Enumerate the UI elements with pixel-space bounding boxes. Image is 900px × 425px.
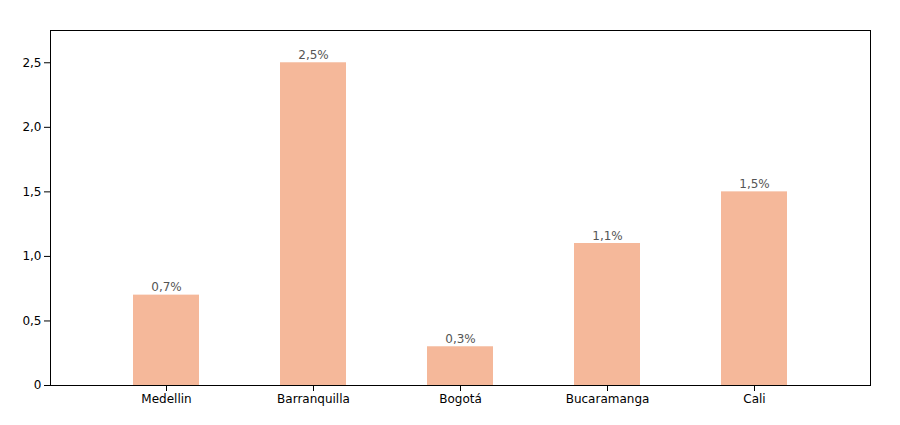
svg-text:0,5: 0,5 xyxy=(22,314,41,328)
svg-text:Bucaramanga: Bucaramanga xyxy=(566,392,650,406)
svg-text:1,0: 1,0 xyxy=(22,249,41,263)
svg-text:Medellin: Medellin xyxy=(141,392,191,406)
svg-text:Bogotá: Bogotá xyxy=(439,392,482,406)
svg-text:1,5%: 1,5% xyxy=(739,177,770,191)
svg-text:0,3%: 0,3% xyxy=(445,332,476,346)
svg-text:1,5: 1,5 xyxy=(22,185,41,199)
svg-text:1,1%: 1,1% xyxy=(592,229,623,243)
svg-text:Barranquilla: Barranquilla xyxy=(277,392,350,406)
svg-text:0,7%: 0,7% xyxy=(151,280,182,294)
svg-text:2,5: 2,5 xyxy=(22,56,41,70)
svg-text:2,0: 2,0 xyxy=(22,120,41,134)
svg-text:Cali: Cali xyxy=(743,392,765,406)
svg-text:0: 0 xyxy=(34,378,42,392)
svg-text:2,5%: 2,5% xyxy=(298,48,329,62)
